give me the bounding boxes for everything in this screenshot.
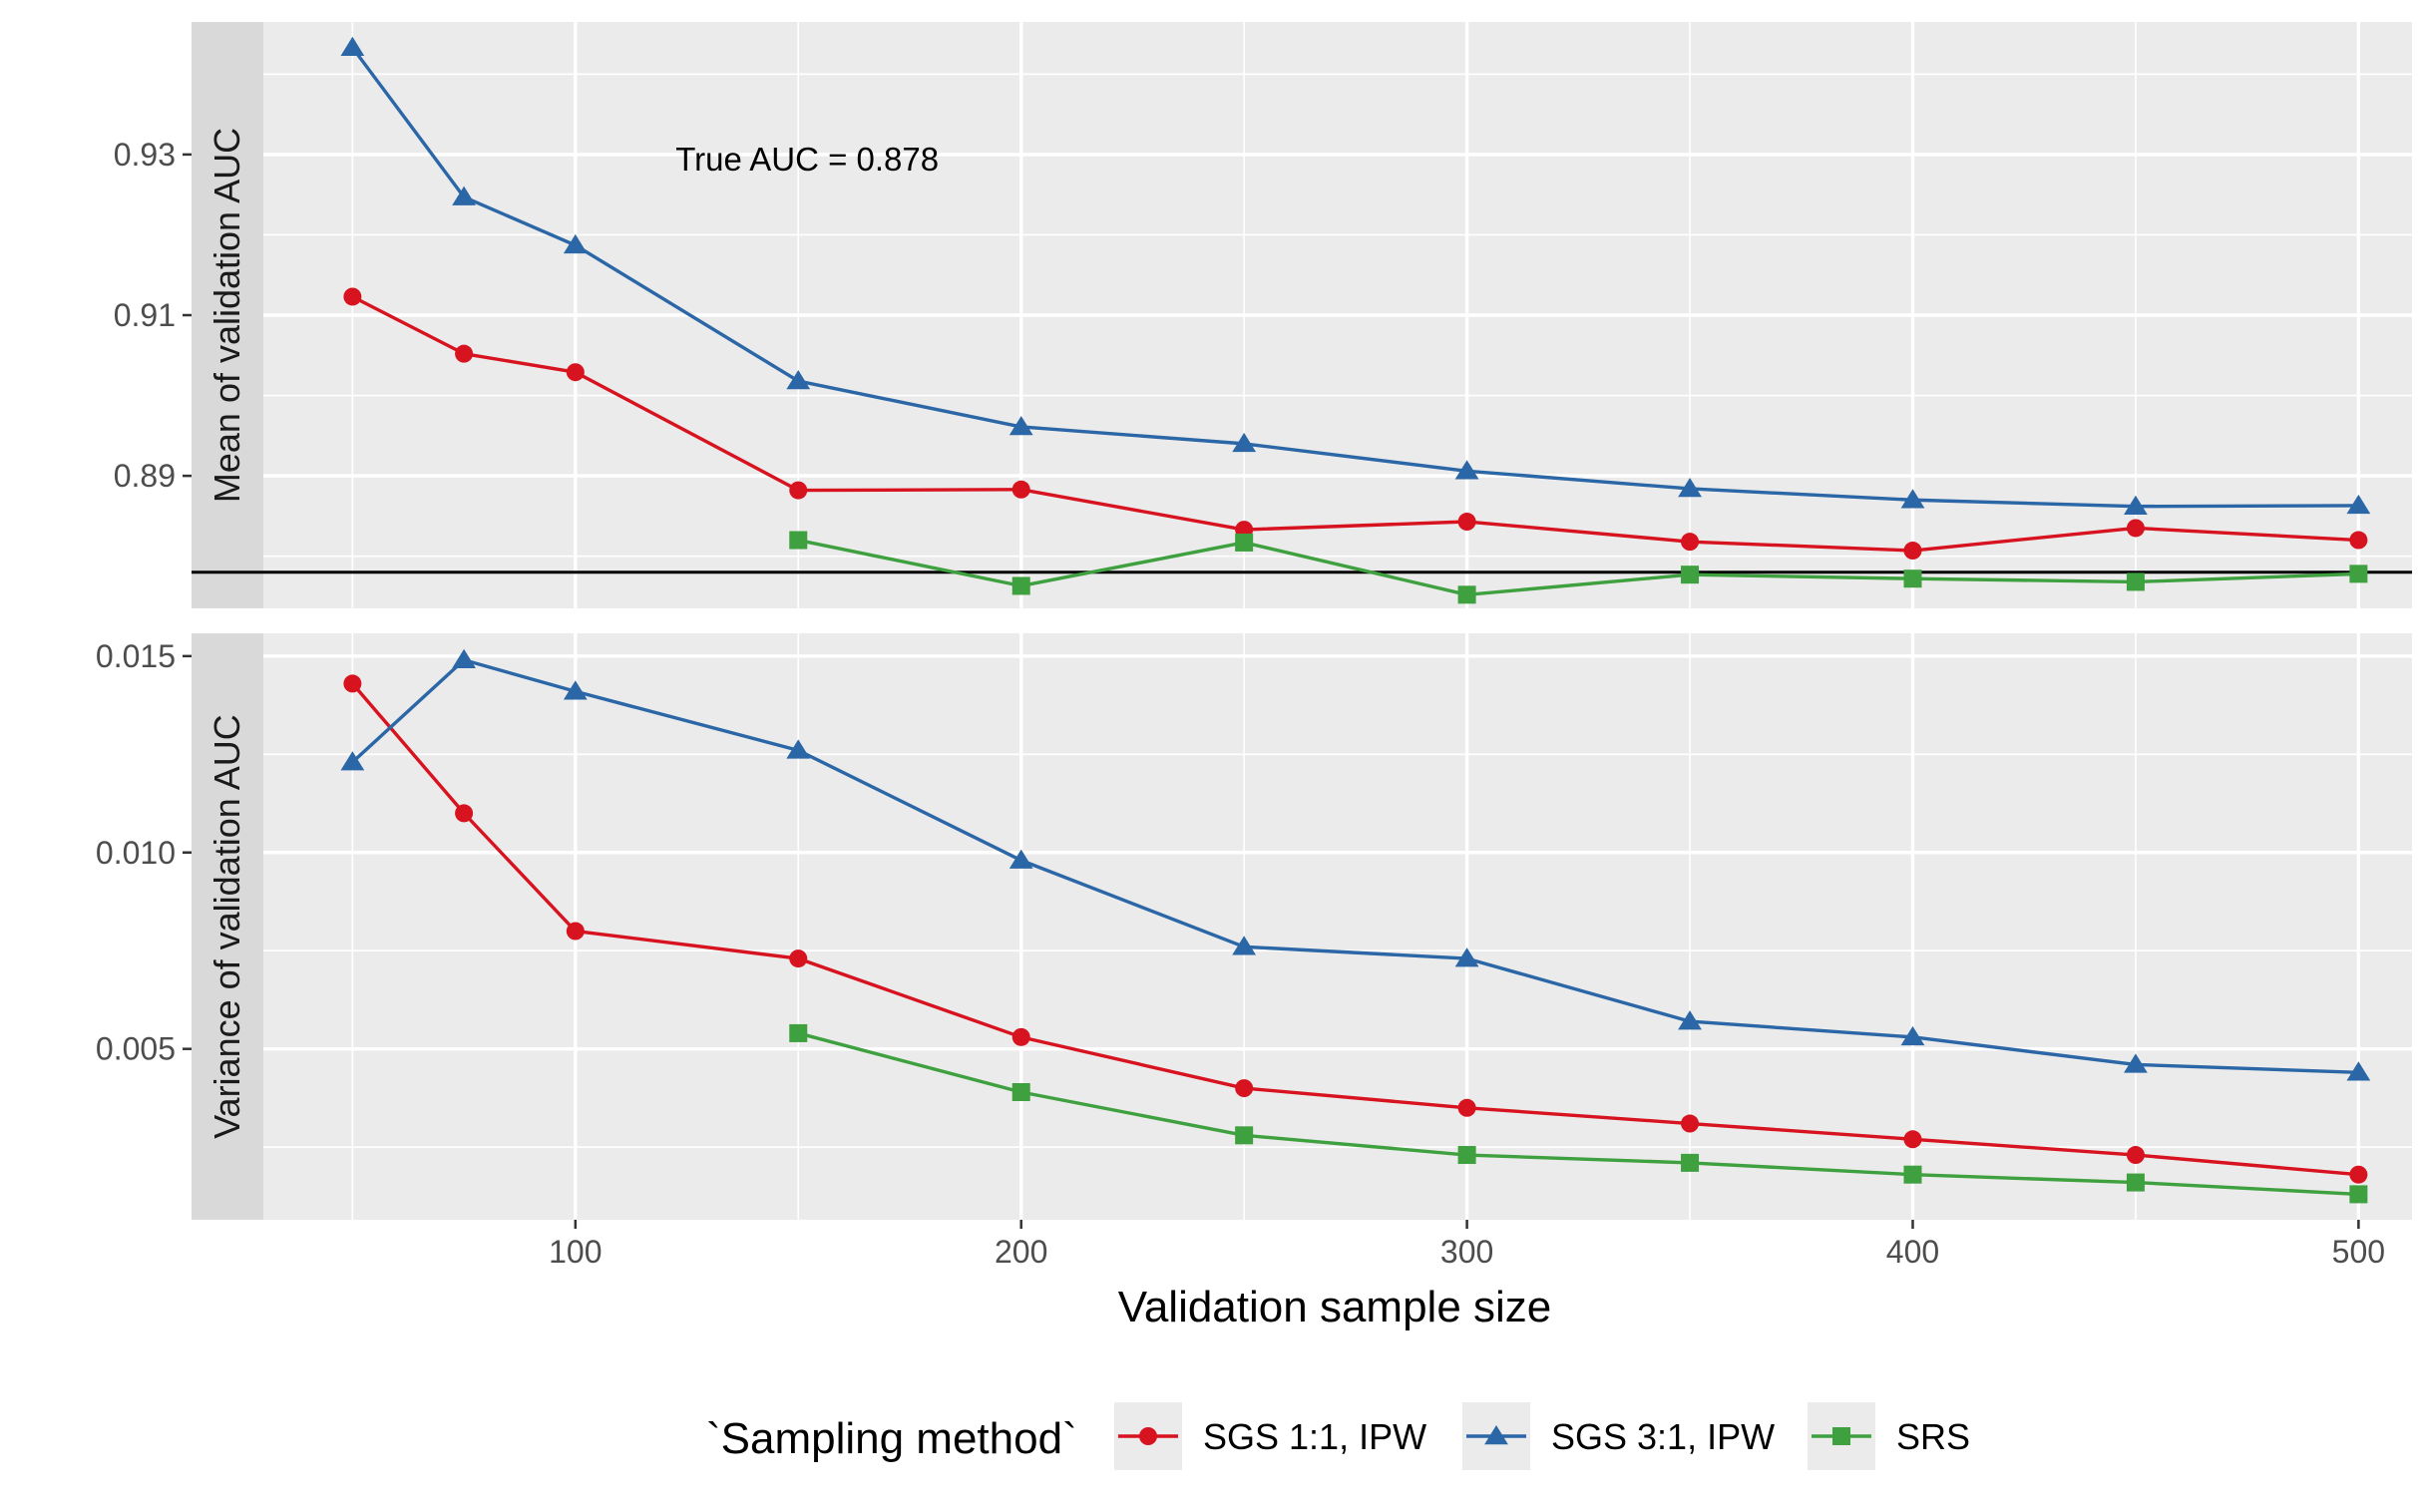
legend-label: SGS 1:1, IPW xyxy=(1203,1416,1426,1457)
x-tick-label: 100 xyxy=(549,1234,602,1270)
data-point-circle xyxy=(1011,480,1030,499)
data-point-triangle xyxy=(1678,1010,1702,1030)
data-point-triangle xyxy=(1900,489,1925,509)
data-point-square xyxy=(789,1023,808,1042)
data-point-triangle xyxy=(1009,415,1033,436)
data-point-triangle xyxy=(1232,432,1257,453)
legend-key-circle xyxy=(1139,1427,1157,1445)
x-tick-label: 200 xyxy=(995,1234,1047,1270)
panel-variance: Variance of validation AUC 0.005 0.010 0.01… xyxy=(96,633,2412,1220)
panels: Mean of validation AUC 0.89 0.91 0.93 True A… xyxy=(96,22,2412,1220)
data-point-circle xyxy=(455,804,474,823)
data-point-triangle xyxy=(452,648,476,669)
data-point-triangle xyxy=(1454,947,1479,967)
data-point-triangle xyxy=(1454,460,1479,480)
data-point-triangle xyxy=(1009,849,1033,869)
data-point-triangle xyxy=(563,233,588,254)
data-point-square xyxy=(1011,1083,1030,1102)
data-point-square xyxy=(1011,576,1030,595)
panel-strip-label: Variance of validation AUC xyxy=(206,714,247,1139)
legend-entry: SGS 3:1, IPW xyxy=(1462,1402,1775,1470)
y-tick-label: 0.005 xyxy=(96,1031,176,1067)
legend-key-square xyxy=(1832,1427,1850,1445)
data-point-circle xyxy=(789,949,808,968)
data-point-circle xyxy=(2349,531,2368,550)
true-auc-annotation: True AUC = 0.878 xyxy=(675,141,939,178)
legend-entry: SRS xyxy=(1808,1402,1970,1470)
legend-label: SGS 3:1, IPW xyxy=(1551,1416,1775,1457)
data-point-triangle xyxy=(2124,1053,2148,1073)
panel-strip-label: Mean of validation AUC xyxy=(206,128,247,503)
panel-background xyxy=(263,633,2412,1220)
data-point-triangle xyxy=(340,36,365,57)
legend-title: `Sampling method` xyxy=(706,1414,1077,1463)
y-tick-label: 0.93 xyxy=(114,137,176,173)
data-point-square xyxy=(1903,569,1922,588)
x-axis-title: Validation sample size xyxy=(1118,1283,1552,1331)
data-point-circle xyxy=(1681,1114,1700,1133)
data-point-square xyxy=(2349,565,2368,583)
data-point-circle xyxy=(1235,1079,1254,1098)
data-point-circle xyxy=(566,922,585,941)
y-tick-label: 0.89 xyxy=(114,458,176,494)
data-point-square xyxy=(2126,572,2145,591)
data-point-triangle xyxy=(786,739,811,759)
y-tick-label: 0.010 xyxy=(96,835,176,871)
data-point-circle xyxy=(2126,1146,2145,1165)
data-point-square xyxy=(1457,585,1476,604)
data-point-triangle xyxy=(1678,477,1702,498)
data-point-circle xyxy=(1903,1130,1922,1149)
data-point-circle xyxy=(1681,533,1700,552)
data-point-circle xyxy=(1903,542,1922,561)
data-point-triangle xyxy=(2346,1061,2371,1081)
data-point-circle xyxy=(2126,519,2145,538)
data-point-triangle xyxy=(786,370,811,390)
legend-key-triangle xyxy=(1484,1425,1508,1445)
data-point-square xyxy=(2349,1185,2368,1204)
data-point-circle xyxy=(789,481,808,500)
data-point-circle xyxy=(566,363,585,382)
data-point-square xyxy=(1681,566,1700,584)
data-point-square xyxy=(1235,1126,1254,1145)
x-tick-label: 300 xyxy=(1440,1234,1493,1270)
data-point-square xyxy=(1903,1165,1922,1184)
data-point-triangle xyxy=(2124,495,2148,515)
series-line-square xyxy=(797,538,2359,597)
x-tick-label: 500 xyxy=(2332,1234,2385,1270)
data-point-triangle xyxy=(1900,1025,1925,1046)
panel-mean: Mean of validation AUC 0.89 0.91 0.93 True A… xyxy=(114,22,2412,608)
legend-entry: SGS 1:1, IPW xyxy=(1114,1402,1426,1470)
data-point-triangle xyxy=(563,680,588,700)
data-point-circle xyxy=(1011,1027,1030,1046)
data-point-square xyxy=(1235,533,1254,552)
x-axis: 100 200 300 400 500 xyxy=(549,1220,2385,1270)
x-tick-label: 400 xyxy=(1886,1234,1939,1270)
legend: `Sampling method` SGS 1:1, IPW SGS 3:1, I… xyxy=(706,1402,1970,1470)
legend-label: SRS xyxy=(1896,1416,1970,1457)
data-point-square xyxy=(1457,1146,1476,1165)
panel-strip xyxy=(192,22,263,608)
series-line-square xyxy=(797,1031,2359,1197)
data-point-circle xyxy=(2349,1165,2368,1184)
data-point-square xyxy=(2126,1173,2145,1192)
data-point-circle xyxy=(455,344,474,363)
data-point-triangle xyxy=(452,186,476,205)
data-point-circle xyxy=(1457,513,1476,532)
panel-strip xyxy=(192,633,263,1220)
data-point-circle xyxy=(1457,1098,1476,1117)
y-tick-label: 0.015 xyxy=(96,638,176,674)
data-point-triangle xyxy=(2346,494,2371,515)
data-point-circle xyxy=(343,674,362,693)
data-point-square xyxy=(789,531,808,550)
data-point-square xyxy=(1681,1153,1700,1172)
data-point-triangle xyxy=(1232,936,1257,955)
data-point-circle xyxy=(343,287,362,306)
data-point-triangle xyxy=(340,751,365,771)
y-tick-label: 0.91 xyxy=(114,297,176,333)
